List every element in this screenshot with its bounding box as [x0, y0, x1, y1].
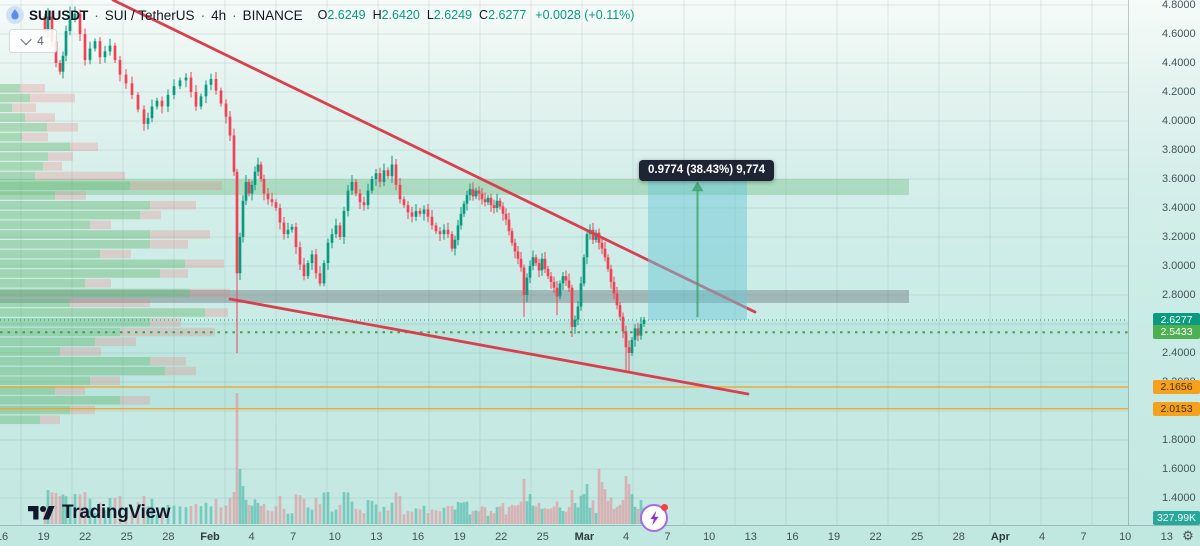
separator: ·	[94, 7, 99, 23]
exchange-name: BINANCE	[242, 7, 303, 23]
alert-price-label[interactable]: 2.5433	[1153, 325, 1200, 340]
price-tick-label: 2.8000	[1162, 288, 1196, 301]
price-tick-label: 1.4000	[1162, 491, 1196, 504]
chevron-down-icon	[20, 33, 32, 46]
time-tick-label: 22	[869, 531, 882, 543]
change-value: +0.0028 (+0.11%)	[535, 8, 635, 22]
time-tick-label: Mar	[574, 531, 595, 543]
time-tick-label: 22	[495, 531, 508, 543]
price-tick-label: 3.8000	[1162, 143, 1196, 156]
price-tick-label: 3.6000	[1162, 172, 1196, 185]
time-tick-label: 10	[703, 531, 716, 543]
time-tick-label: 25	[120, 531, 133, 543]
price-tick-label: 4.8000	[1162, 0, 1196, 11]
price-tick-label: 3.2000	[1162, 230, 1196, 243]
price-tick-label: 1.6000	[1162, 462, 1196, 475]
time-tick-label: 25	[911, 531, 924, 543]
time-axis[interactable]: 16 19 22 25 28 Feb 4 7 10 13 16 19 22 25 Mar 4 7 10 13 16 19…	[0, 525, 1200, 546]
time-tick-label: 4	[248, 531, 255, 543]
price-tick-label: 2.4000	[1162, 346, 1196, 359]
price-tick-label: 4.2000	[1162, 85, 1196, 98]
close-value: 2.6277	[488, 8, 527, 22]
orange-line-2-label[interactable]: 2.0153	[1153, 401, 1200, 416]
time-tick-label: 13	[1160, 531, 1173, 543]
axis-settings-gear-icon[interactable]: ⚙	[1182, 528, 1194, 543]
symbol-name[interactable]: SUIUSDT	[29, 7, 89, 23]
symbol-description: SUI / TetherUS	[104, 7, 195, 23]
interval-value[interactable]: 4h	[211, 7, 227, 23]
time-tick-label: 7	[664, 531, 671, 543]
time-tick-label: 19	[37, 531, 50, 543]
low-value: 2.6249	[433, 8, 473, 22]
current-price-label: 2.6277	[1153, 312, 1200, 327]
price-tick-label: 4.0000	[1162, 114, 1196, 127]
price-tick-label: 3.0000	[1162, 259, 1196, 272]
price-axis-separator	[1128, 0, 1129, 525]
indicators-collapsed-pill[interactable]: 4	[9, 29, 57, 53]
time-tick-label: 10	[1119, 531, 1132, 543]
price-tick-label: 4.4000	[1162, 56, 1196, 69]
tradingview-mark-icon	[28, 505, 55, 519]
time-tick-label: 13	[370, 531, 383, 543]
time-tick-label: 16	[411, 531, 425, 543]
open-value: 2.6249	[327, 8, 366, 22]
time-tick-label: 7	[290, 531, 297, 543]
time-tick-label: 28	[952, 531, 965, 543]
orange-line-1-label[interactable]: 2.1656	[1153, 379, 1200, 394]
time-tick-label: 19	[827, 531, 841, 543]
price-tick-label: 3.4000	[1162, 201, 1196, 214]
lightning-bolt-icon	[649, 511, 659, 525]
sui-logo-icon	[6, 6, 24, 24]
time-tick-label: 16	[0, 531, 9, 543]
time-tick-label: 22	[79, 531, 92, 543]
notification-dot	[661, 504, 668, 511]
time-tick-label: 4	[1038, 531, 1046, 543]
symbol-legend[interactable]: SUIUSDT · SUI / TetherUS · 4h · BINANCE …	[6, 6, 634, 24]
measure-tooltip: 0.9774 (38.43%) 9,774	[639, 160, 775, 181]
price-tick-label: 4.6000	[1162, 27, 1196, 40]
tradingview-logo[interactable]: TradingView	[28, 502, 171, 524]
tradingview-logo-text: TradingView	[62, 502, 171, 523]
price-tick-label: 1.8000	[1162, 433, 1196, 446]
ohlc-values: O2.6249 H2.6420 L2.6249 C2.6277 +0.0028 …	[317, 8, 635, 22]
time-tick-label: 19	[453, 531, 466, 543]
time-tick-label: 10	[328, 531, 341, 543]
time-tick-label: 4	[622, 531, 630, 543]
indicators-count: 4	[37, 34, 44, 48]
time-tick-label: 25	[536, 531, 549, 543]
lightning-badge[interactable]	[640, 504, 668, 532]
volume-axis-label: 327.99K	[1153, 511, 1200, 525]
high-value: 2.6420	[381, 8, 420, 22]
time-tick-label: Apr	[990, 531, 1010, 543]
time-tick-label: Feb	[200, 531, 220, 543]
time-tick-label: 28	[162, 531, 175, 543]
time-tick-label: 7	[1080, 531, 1087, 543]
time-tick-label: 13	[744, 531, 757, 543]
time-tick-label: 16	[786, 531, 799, 543]
